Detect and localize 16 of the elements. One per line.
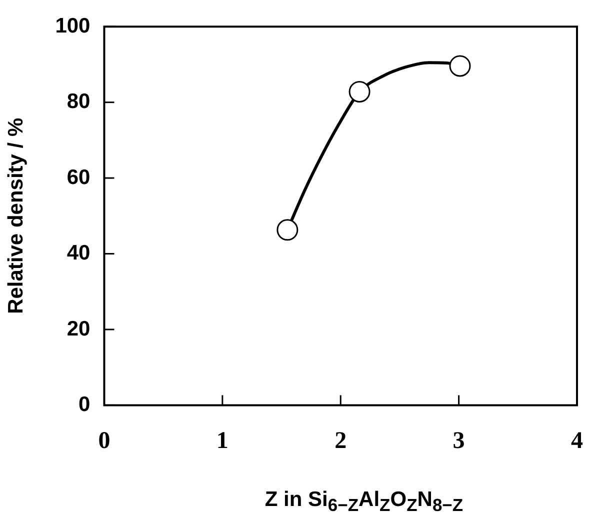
point bbox=[276, 219, 298, 241]
y-tick-label: 100 bbox=[55, 14, 90, 38]
x-tick-label: 3 bbox=[452, 428, 465, 454]
x-tick-label: 4 bbox=[571, 428, 583, 454]
y-axis-title: Relative density / % bbox=[4, 118, 28, 314]
y-tick-label: 0 bbox=[78, 392, 90, 416]
x-tick-label: 0 bbox=[98, 428, 110, 454]
y-tick-label: 60 bbox=[66, 166, 90, 189]
x-tick-label: 2 bbox=[334, 428, 347, 454]
point bbox=[348, 80, 370, 102]
point bbox=[449, 55, 471, 77]
y-tick-label: 80 bbox=[66, 90, 90, 114]
y-tick-label: 40 bbox=[66, 242, 90, 265]
x-axis-title: Z in Si$_{6−Z}$Al$_{Z}$O$_{Z}$N$_{8−Z}$ bbox=[264, 488, 464, 516]
y-tick-label: 20 bbox=[66, 317, 90, 340]
x-tick-label: 1 bbox=[216, 428, 228, 454]
